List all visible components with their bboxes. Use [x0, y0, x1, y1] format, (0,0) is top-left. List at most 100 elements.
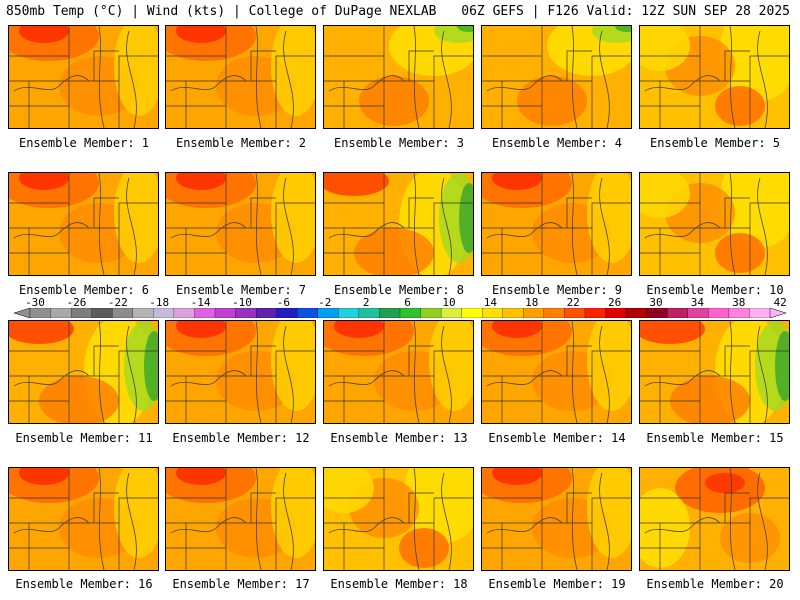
isotherm-contour: [599, 325, 610, 423]
member-label: Ensemble Member: 9: [491, 283, 623, 297]
isotherm-contour: [255, 468, 262, 570]
temperature-field: [19, 26, 69, 43]
colorbar-tick-label: 26: [607, 296, 622, 309]
member-label: Ensemble Member: 4: [491, 136, 623, 150]
isotherm-contour: [441, 30, 452, 128]
temperature-field: [459, 183, 473, 253]
member-label: Ensemble Member: 7: [175, 283, 307, 297]
colorbar-segment: [564, 308, 586, 318]
state-border: [275, 55, 315, 81]
temperature-field: [640, 321, 705, 344]
state-border: [482, 350, 543, 377]
temperature-field: [19, 468, 69, 485]
colorbar-tick-label: 30: [649, 296, 663, 309]
isotherm-contour: [170, 75, 247, 92]
temperature-field: [176, 26, 226, 43]
isotherm-contour: [98, 173, 105, 275]
colorbar-tick-label: 42: [773, 296, 787, 309]
map-panel-13[interactable]: [323, 320, 474, 424]
map-panel-9[interactable]: [481, 172, 632, 276]
temperature-map: [482, 173, 631, 275]
map-panel-3[interactable]: [323, 25, 474, 129]
colorbar-segment: [50, 308, 72, 318]
map-panel-8[interactable]: [323, 172, 474, 276]
run-info: 06Z GEFS | F126 Valid: 12Z SUN SEP 28 20…: [461, 4, 790, 19]
state-border: [9, 55, 70, 82]
colorbar-segment: [112, 308, 134, 318]
temperature-map: [640, 173, 789, 275]
map-panel-12[interactable]: [165, 320, 316, 424]
isotherm-contour: [328, 370, 405, 387]
isotherm-contour: [413, 321, 420, 423]
isotherm-contour: [757, 472, 768, 570]
isotherm-contour: [644, 222, 721, 239]
temperature-map: [9, 468, 158, 570]
state-border: [591, 202, 631, 228]
member-label: Ensemble Member: 16: [15, 577, 153, 591]
colorbar-tick-label: -14: [190, 296, 211, 309]
temperature-field: [144, 331, 158, 401]
map-panel-1[interactable]: [8, 25, 159, 129]
map-panel-4[interactable]: [481, 25, 632, 129]
temperature-map: [9, 321, 158, 423]
map-panel-14[interactable]: [481, 320, 632, 424]
temperature-map: [166, 468, 315, 570]
member-label: Ensemble Member: 2: [175, 136, 307, 150]
map-panel-2[interactable]: [165, 25, 316, 129]
map-panel-16[interactable]: [8, 467, 159, 571]
member-label: Ensemble Member: 18: [330, 577, 468, 591]
state-border: [275, 202, 315, 228]
state-border: [118, 497, 158, 523]
isotherm-contour: [729, 321, 736, 423]
temperature-field: [517, 76, 587, 126]
temperature-field: [271, 321, 315, 411]
temperature-field: [354, 228, 434, 275]
map-panel-18[interactable]: [323, 467, 474, 571]
isotherm-contour: [170, 517, 247, 534]
temperature-field: [720, 26, 789, 101]
colorbar-segment: [297, 308, 319, 318]
temperature-field: [492, 468, 542, 485]
map-panel-15[interactable]: [639, 320, 790, 424]
temperature-field: [457, 26, 473, 32]
colorbar-segment: [625, 308, 648, 318]
isotherm-contour: [571, 26, 578, 128]
state-border: [9, 350, 70, 377]
state-border: [9, 497, 70, 524]
colorbar-tick-label: 34: [690, 296, 705, 309]
map-panel-17[interactable]: [165, 467, 316, 571]
map-panel-10[interactable]: [639, 172, 790, 276]
isotherm-contour: [644, 517, 721, 534]
temperature-field: [587, 468, 631, 558]
member-label: Ensemble Member: 11: [15, 431, 153, 445]
colorbar-tick-label: 18: [525, 296, 539, 309]
map-panel-20[interactable]: [639, 467, 790, 571]
colorbar-tick-label: 2: [362, 296, 370, 309]
isotherm-contour: [283, 472, 294, 570]
map-panel-19[interactable]: [481, 467, 632, 571]
isotherm-contour: [255, 321, 262, 423]
map-panel-5[interactable]: [639, 25, 790, 129]
isotherm-contour: [644, 370, 721, 387]
state-border: [250, 50, 276, 81]
temperature-field: [705, 473, 745, 493]
map-panel-7[interactable]: [165, 172, 316, 276]
isotherm-contour: [98, 468, 105, 570]
isotherm-contour: [328, 517, 405, 534]
temperature-map: [166, 321, 315, 423]
member-label: Ensemble Member: 12: [172, 431, 310, 445]
state-border: [591, 497, 631, 523]
colorbar-segment: [502, 308, 524, 318]
map-panel-11[interactable]: [8, 320, 159, 424]
map-panel-6[interactable]: [8, 172, 159, 276]
isotherm-contour: [13, 517, 90, 534]
colorbar-segment: [605, 308, 627, 318]
temperature-field: [271, 26, 315, 116]
temperature-field: [176, 173, 226, 190]
isotherm-contour: [571, 468, 578, 570]
temperature-field: [587, 321, 631, 411]
isotherm-contour: [413, 26, 420, 128]
state-border: [93, 197, 119, 228]
isotherm-contour: [126, 325, 137, 423]
state-border: [408, 345, 434, 376]
